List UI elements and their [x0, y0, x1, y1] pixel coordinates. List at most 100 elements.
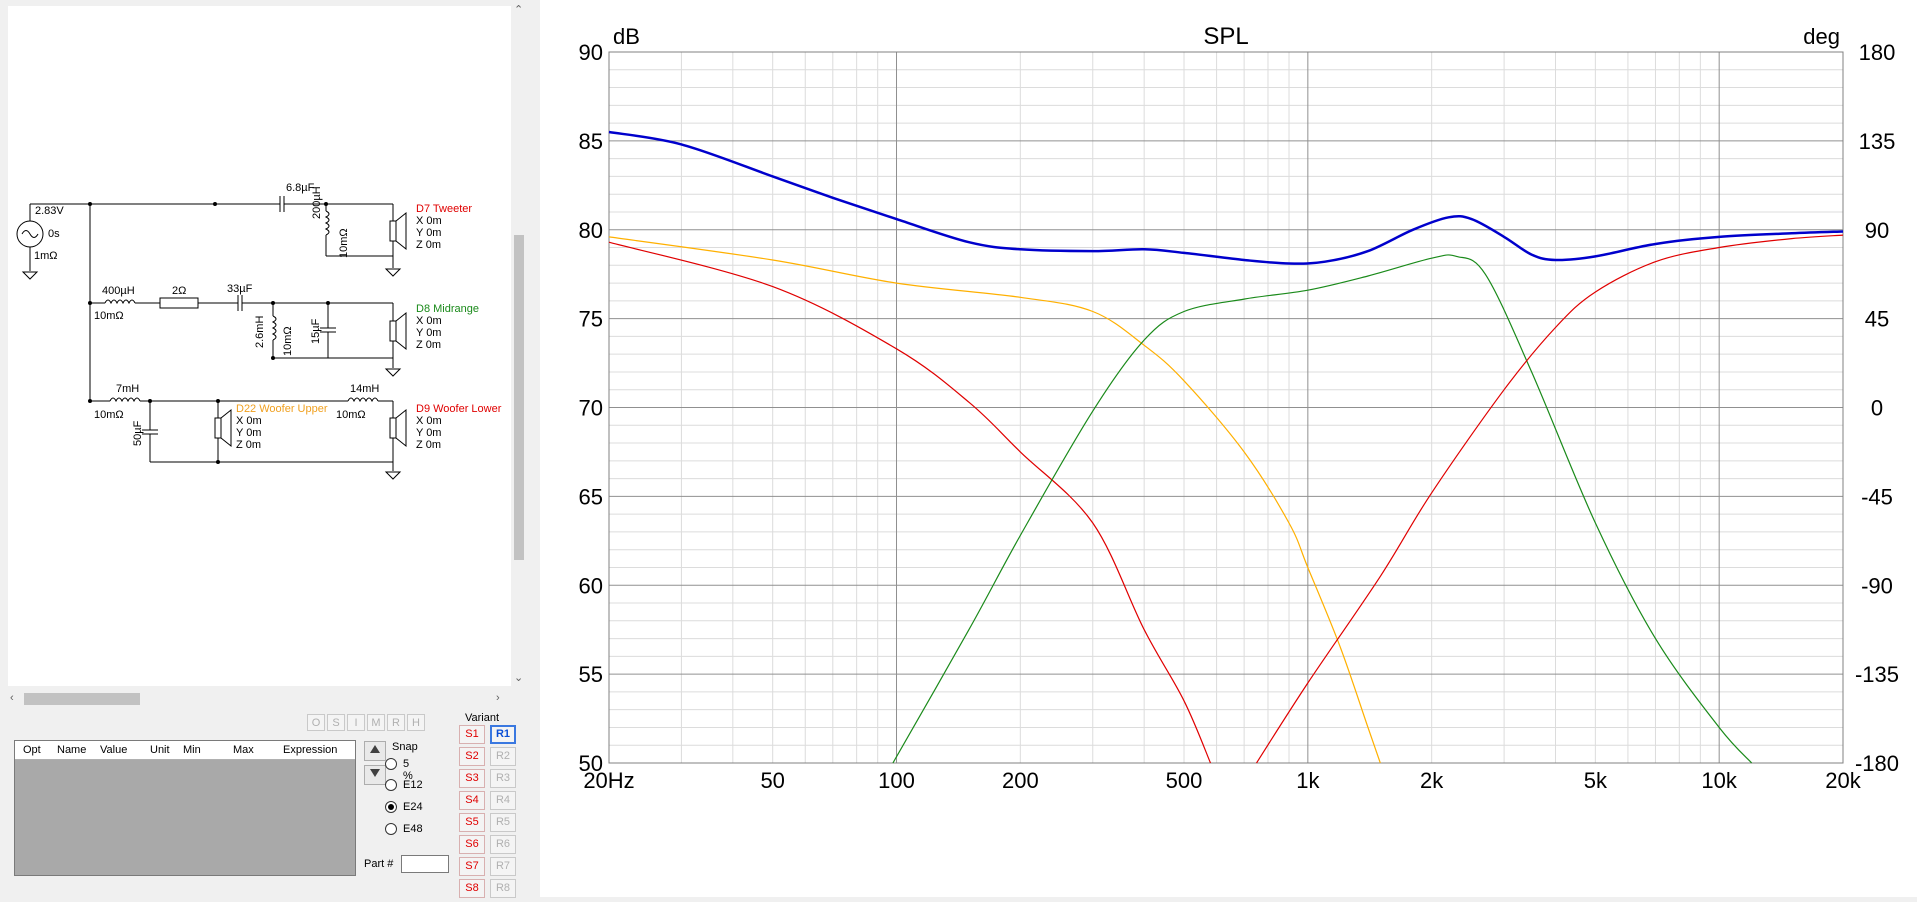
- spl-chart-panel[interactable]: 20Hz 50 100 200 500 1k 2k 5k 10k 20k 90 85 80 75 70 65 6…: [540, 0, 1917, 897]
- y-tick-label-right: -135: [1855, 662, 1899, 687]
- parameter-grid-header: Opt Name Value Unit Min Max Expression: [15, 741, 355, 760]
- variant-s2-button[interactable]: S2: [459, 747, 485, 766]
- vertical-scroll-thumb[interactable]: [514, 235, 524, 560]
- driver-name: D8 Midrange: [416, 303, 479, 315]
- driver-tweeter[interactable]: D7 Tweeter X 0m Y 0m Z 0m: [416, 203, 472, 251]
- col-unit[interactable]: Unit: [150, 744, 170, 756]
- y-tick-label-right: 45: [1865, 307, 1889, 332]
- y-tick-label-right: 90: [1865, 218, 1889, 243]
- snap-option-e12-label: E12: [403, 779, 423, 791]
- mid-cap-label: 33µF: [227, 283, 253, 295]
- snap-option-e24-radio[interactable]: [385, 801, 397, 813]
- chart-title: SPL: [1203, 23, 1248, 50]
- variant-s5-button[interactable]: S5: [459, 813, 485, 832]
- variant-r3-button[interactable]: R3: [490, 769, 516, 788]
- move-down-button[interactable]: [364, 765, 386, 785]
- toolbar-h-button[interactable]: H: [407, 714, 425, 731]
- variant-r4-button[interactable]: R4: [490, 791, 516, 810]
- driver-name: D22 Woofer Upper: [236, 403, 328, 415]
- variant-s1-button[interactable]: S1: [459, 725, 485, 744]
- y-tick-label-left: 75: [579, 307, 603, 332]
- variant-s6-button[interactable]: S6: [459, 835, 485, 854]
- snap-option-e48-radio[interactable]: [385, 823, 397, 835]
- driver-x: X 0m: [416, 415, 442, 427]
- y-tick-label-right: -45: [1861, 484, 1893, 509]
- schematic-canvas[interactable]: 2.83V 0s 1mΩ 6.8µF 200µH 10mΩ 400µH 10mΩ…: [8, 6, 511, 686]
- snap-option-e12-radio[interactable]: [385, 779, 397, 791]
- col-name[interactable]: Name: [57, 744, 87, 756]
- variant-r5-button[interactable]: R5: [490, 813, 516, 832]
- part-number-label: Part #: [364, 858, 394, 870]
- variant-s4-button[interactable]: S4: [459, 791, 485, 810]
- x-tick-label: 200: [1002, 768, 1039, 793]
- triangle-up-icon: [370, 745, 380, 753]
- x-tick-label: 2k: [1420, 768, 1444, 793]
- y-tick-label-left: 85: [579, 129, 603, 154]
- x-tick-label: 500: [1166, 768, 1203, 793]
- snap-option-5-label: 5 %: [403, 758, 413, 782]
- toolbar-i-button[interactable]: I: [347, 714, 365, 731]
- snap-option-e24-label: E24: [403, 801, 423, 813]
- y-tick-label-left: 70: [579, 396, 603, 421]
- series-line-4: [1255, 234, 1844, 764]
- driver-x: X 0m: [236, 415, 262, 427]
- mid-shunt-coil-label: 2.6mH: [254, 315, 266, 348]
- driver-z: Z 0m: [416, 439, 442, 451]
- horizontal-scroll-thumb[interactable]: [24, 693, 140, 705]
- variant-r2-button[interactable]: R2: [490, 747, 516, 766]
- move-up-button[interactable]: [364, 741, 386, 761]
- series-line-1: [608, 236, 1381, 764]
- schematic-vertical-scrollbar[interactable]: ⌃ ⌄: [511, 0, 527, 686]
- col-expression[interactable]: Expression: [283, 744, 338, 756]
- col-max[interactable]: Max: [233, 744, 254, 756]
- driver-z: Z 0m: [236, 439, 262, 451]
- driver-z: Z 0m: [416, 239, 442, 251]
- toolbar-r-button[interactable]: R: [387, 714, 405, 731]
- y-tick-label-right: 180: [1859, 40, 1896, 65]
- driver-midrange[interactable]: D8 Midrange X 0m Y 0m Z 0m: [416, 303, 479, 351]
- plot-frame: [608, 51, 1844, 764]
- mid-resistor-label: 2Ω: [172, 285, 187, 297]
- y-tick-label-left: 90: [579, 40, 603, 65]
- driver-y: Y 0m: [416, 327, 442, 339]
- toolbar-m-button[interactable]: M: [367, 714, 385, 731]
- toolbar-s-button[interactable]: S: [327, 714, 345, 731]
- scroll-up-icon[interactable]: ⌃: [514, 4, 524, 16]
- toolbar-o-button[interactable]: O: [307, 714, 325, 731]
- snap-title: Snap: [392, 741, 418, 753]
- y-tick-label-left: 65: [579, 484, 603, 509]
- variant-r1-button[interactable]: R1: [490, 725, 516, 744]
- crossover-schematic: [16, 196, 407, 480]
- col-min[interactable]: Min: [183, 744, 201, 756]
- series-line-3: [892, 254, 1753, 764]
- snap-option-5-radio[interactable]: [385, 758, 397, 770]
- variant-s8-button[interactable]: S8: [459, 879, 485, 898]
- y-tick-label-right: 0: [1871, 396, 1883, 421]
- driver-y: Y 0m: [416, 427, 442, 439]
- driver-woofer-lower[interactable]: D9 Woofer Lower X 0m Y 0m Z 0m: [416, 403, 501, 451]
- scroll-right-icon[interactable]: ›: [496, 692, 500, 704]
- col-opt[interactable]: Opt: [23, 744, 41, 756]
- scroll-left-icon[interactable]: ‹: [10, 692, 14, 704]
- variant-r8-button[interactable]: R8: [490, 879, 516, 898]
- driver-woofer-upper[interactable]: D22 Woofer Upper X 0m Y 0m Z 0m: [236, 403, 328, 451]
- y-tick-label-left: 80: [579, 218, 603, 243]
- source-delay-label: 0s: [48, 228, 60, 240]
- parameter-grid[interactable]: Opt Name Value Unit Min Max Expression: [14, 740, 356, 876]
- scroll-down-icon[interactable]: ⌄: [514, 672, 524, 684]
- y-tick-label-right: -90: [1861, 573, 1893, 598]
- mid-series-coil-label: 400µH: [102, 285, 135, 297]
- variant-s7-button[interactable]: S7: [459, 857, 485, 876]
- variant-s3-button[interactable]: S3: [459, 769, 485, 788]
- variant-r7-button[interactable]: R7: [490, 857, 516, 876]
- part-number-input[interactable]: [401, 855, 449, 873]
- snap-option-e48-label: E48: [403, 823, 423, 835]
- col-value[interactable]: Value: [100, 744, 128, 756]
- series-line-2: [608, 241, 1212, 764]
- schematic-horizontal-scrollbar[interactable]: ‹ ›: [8, 690, 511, 706]
- woofer-coil2-label: 14mH: [350, 383, 380, 395]
- x-tick-label: 20Hz: [583, 768, 634, 793]
- y-tick-label-left: 50: [579, 751, 603, 776]
- variant-r6-button[interactable]: R6: [490, 835, 516, 854]
- driver-name: D9 Woofer Lower: [416, 403, 502, 415]
